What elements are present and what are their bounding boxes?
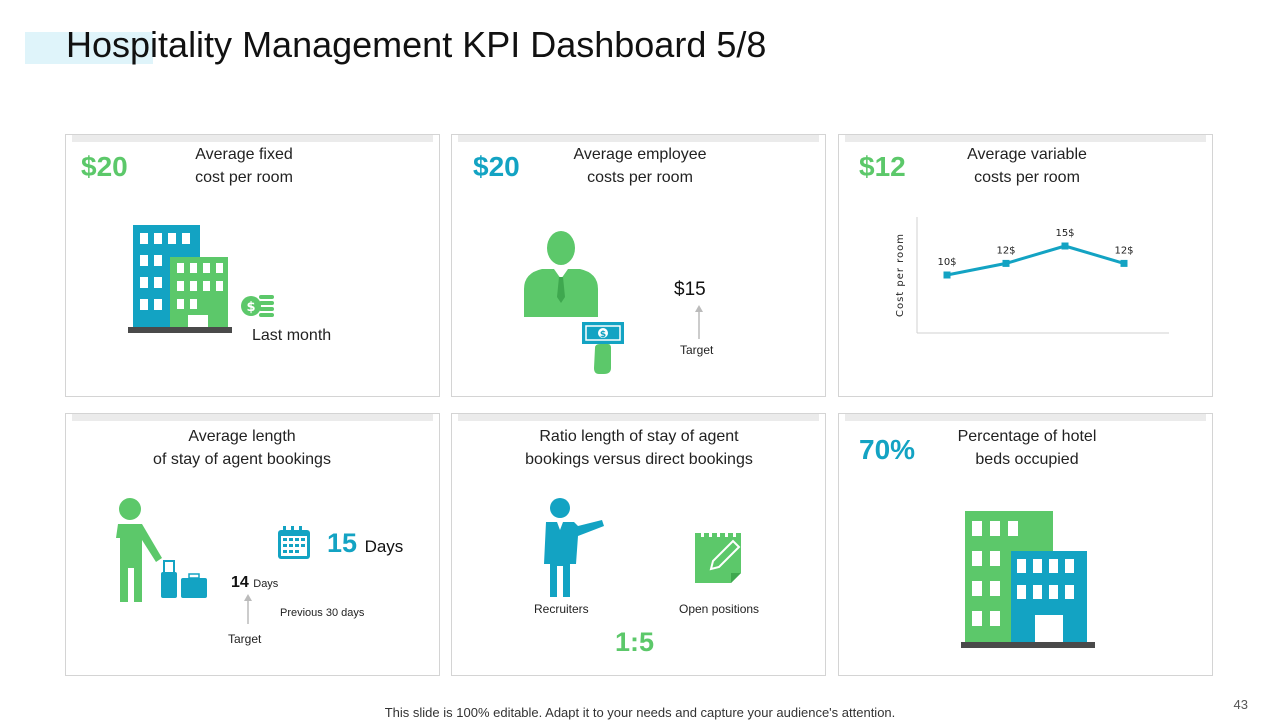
fixed-cost-value: $20 [81, 151, 128, 182]
employee-cost-value: $20 [473, 151, 520, 182]
chart-data-label: 12$ [996, 245, 1015, 256]
caption-line: Ratio length of stay of agent [539, 428, 739, 445]
title-accent [25, 32, 153, 64]
chart-data-label: 12$ [1114, 245, 1133, 256]
chart-data-label: 10$ [937, 257, 956, 268]
ratio-caption: Ratio length of stay of agent bookings v… [488, 425, 790, 471]
chart-y-label: Cost per room [895, 233, 906, 317]
caption-line: Average fixed [195, 146, 293, 163]
occupancy-caption: Percentage of hotel beds occupied [935, 425, 1119, 471]
caption-line: Average length [188, 428, 296, 445]
chart-point [943, 271, 951, 279]
target-arrow-icon [695, 305, 703, 339]
ratio-value: 1:5 [615, 627, 655, 657]
target-arrow-icon [244, 594, 252, 624]
stay-value: 15 Days [327, 528, 403, 559]
recruiters-label: Recruiters [534, 602, 589, 616]
open-positions-label: Open positions [679, 602, 760, 616]
employee-target-label: Target [680, 343, 714, 357]
employee-cost-caption: Average employee costs per room [548, 143, 732, 189]
caption-line: costs per room [587, 169, 693, 186]
card-header-bar [845, 414, 1206, 421]
coins-icon: $ [241, 295, 274, 317]
chart-series-line [946, 244, 1125, 277]
footer-text: This slide is 100% editable. Adapt it to… [384, 705, 896, 720]
occupancy-value: 70% [859, 434, 916, 465]
money-hand-icon: $ [582, 322, 624, 374]
fixed-cost-caption: Average fixed cost per room [162, 143, 326, 189]
stay-caption: Average length of stay of agent bookings [116, 425, 368, 471]
stay-target-value: 14 Days [231, 574, 278, 592]
card-header-bar [845, 135, 1206, 142]
caption-line: Average employee [573, 146, 707, 163]
notepad-icon [695, 529, 741, 583]
caption-line: of stay of agent bookings [153, 451, 331, 468]
chart-point [1002, 259, 1010, 267]
stay-previous-label: Previous 30 days [280, 607, 365, 619]
traveler-icon [116, 498, 207, 602]
hotel-icon [961, 511, 1095, 648]
card-header-bar [458, 135, 819, 142]
card-variable-cost: $12 Average variable costs per room Cost… [838, 134, 1213, 397]
chart-point [1061, 242, 1069, 250]
caption-line: costs per room [974, 169, 1080, 186]
variable-cost-line-chart: Cost per room 10$ 12$ 15$ 12$ [895, 217, 1169, 334]
building-icon [128, 225, 232, 333]
caption-line: Percentage of hotel [957, 428, 1097, 445]
card-occupancy: 70% Percentage of hotel beds occupied [838, 413, 1213, 676]
fixed-cost-note: Last month [252, 327, 332, 344]
stay-target-unit: Days [253, 578, 279, 590]
caption-line: cost per room [195, 169, 293, 186]
card-header-bar [458, 414, 819, 421]
variable-cost-value: $12 [859, 151, 906, 182]
card-ratio: Ratio length of stay of agent bookings v… [451, 413, 826, 676]
businessman-icon [524, 231, 598, 317]
presenter-icon [544, 498, 604, 597]
stay-target-number: 14 [231, 574, 249, 591]
card-employee-cost: $20 Average employee costs per room $ $1… [451, 134, 826, 397]
calendar-icon [278, 526, 310, 559]
chart-data-label: 15$ [1055, 228, 1074, 239]
variable-cost-caption: Average variable costs per room [935, 143, 1119, 189]
stay-value-unit: Days [364, 537, 404, 556]
stay-value-number: 15 [327, 528, 358, 558]
card-fixed-cost: $20 Average fixed cost per room $ Last m… [65, 134, 440, 397]
card-header-bar [72, 414, 433, 421]
page-title: Hospitality Management KPI Dashboard 5/8 [66, 24, 767, 65]
svg-text:$: $ [246, 300, 255, 315]
card-header-bar [72, 135, 433, 142]
caption-line: Average variable [967, 146, 1087, 163]
stay-target-label: Target [228, 632, 262, 646]
svg-text:$: $ [600, 330, 606, 340]
chart-point [1120, 259, 1128, 267]
card-length-of-stay: Average length of stay of agent bookings… [65, 413, 440, 676]
employee-target-value: $15 [674, 279, 706, 300]
caption-line: beds occupied [975, 451, 1079, 468]
page-number: 43 [1233, 697, 1248, 712]
caption-line: bookings versus direct bookings [525, 451, 753, 468]
